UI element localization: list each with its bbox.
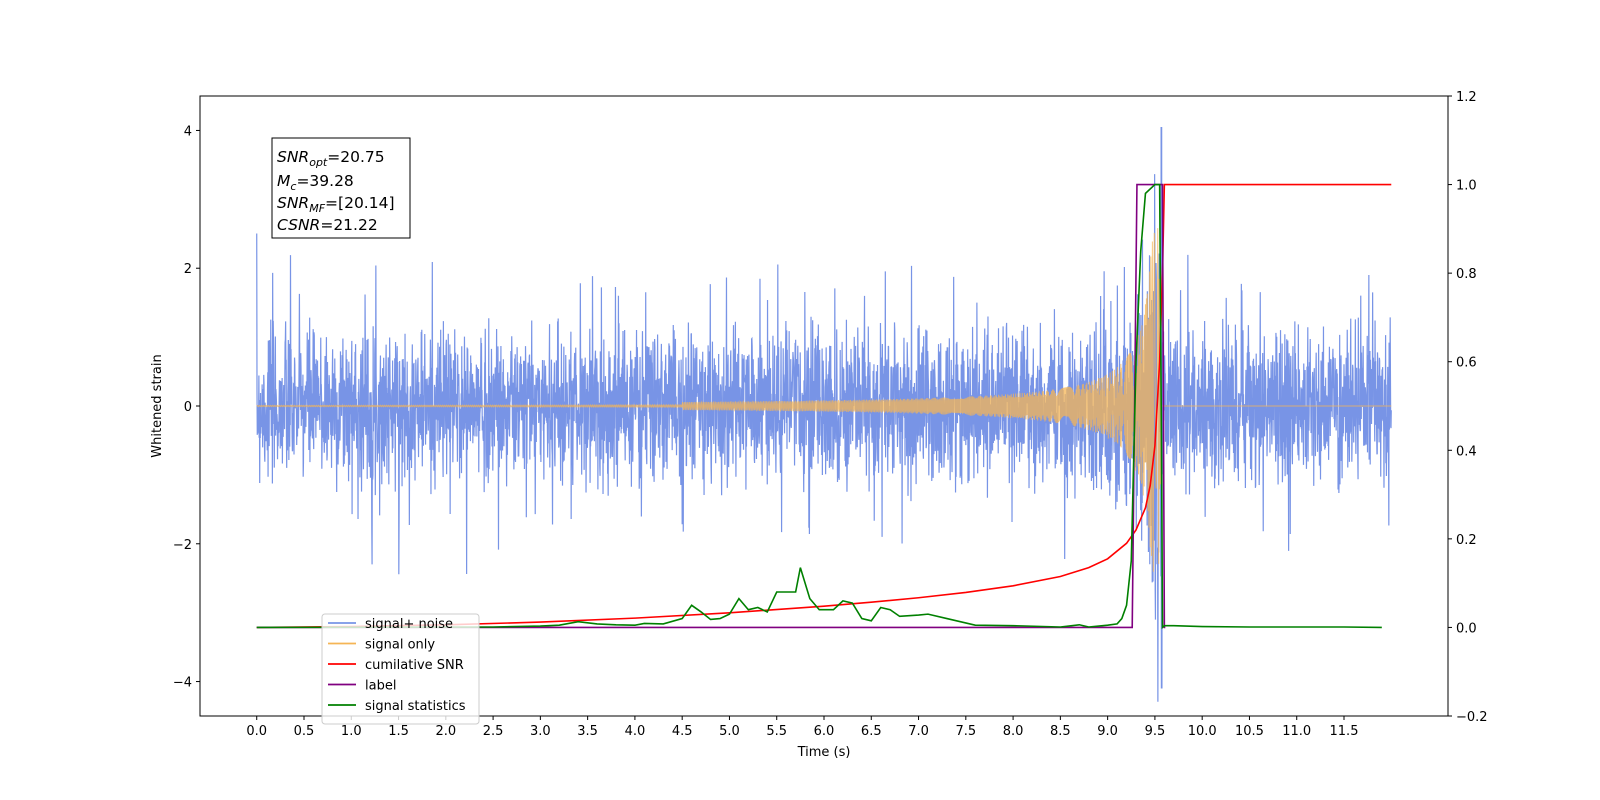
x-tick-label: 11.0 bbox=[1282, 724, 1311, 739]
snr-mf-annotation: SNRMF=[20.14] bbox=[277, 194, 395, 215]
y-tick-label: −2 bbox=[173, 538, 192, 553]
x-tick-label: 6.0 bbox=[814, 724, 835, 739]
y-axis-left: −4 −2 0 2 4 bbox=[173, 124, 200, 691]
series-line-signal-only bbox=[256, 228, 1392, 572]
snr-opt-annotation: SNRopt=20.75 bbox=[277, 148, 385, 169]
info-box-frame bbox=[271, 137, 411, 239]
legend-label: cumilative SNR bbox=[365, 658, 464, 673]
x-tick-label: 5.0 bbox=[719, 724, 740, 739]
y2-tick-label: 0.0 bbox=[1456, 621, 1477, 636]
x-tick-label: 8.0 bbox=[1003, 724, 1024, 739]
mc-annotation: Mc=39.28 bbox=[277, 172, 354, 193]
series-line-label bbox=[256, 183, 1166, 629]
x-tick-label: 5.5 bbox=[766, 724, 787, 739]
x-tick-label: 8.5 bbox=[1050, 724, 1071, 739]
x-tick-label: 7.5 bbox=[955, 724, 976, 739]
x-tick-label: 4.0 bbox=[625, 724, 646, 739]
x-tick-label: 3.5 bbox=[577, 724, 598, 739]
x-tick-label: 9.0 bbox=[1097, 724, 1118, 739]
x-tick-label: 6.5 bbox=[861, 724, 882, 739]
x-tick-label: 3.0 bbox=[530, 724, 551, 739]
y2-tick-label: 0.4 bbox=[1456, 444, 1477, 459]
x-tick-label: 1.0 bbox=[341, 724, 362, 739]
legend-frame bbox=[321, 613, 480, 725]
y2-tick-label: 0.6 bbox=[1456, 356, 1477, 371]
plot-area bbox=[256, 126, 1392, 702]
x-axis: 0.0 0.5 1.0 1.5 2.0 2.5 3.0 3.5 4.0 4.5 5.0 5.5 6.0 6… bbox=[246, 716, 1358, 739]
legend-label: signal+ noise bbox=[365, 617, 453, 632]
y2-tick-label: −0.2 bbox=[1456, 710, 1488, 725]
y-tick-label: 0 bbox=[184, 400, 192, 415]
series-line-signal-statistics bbox=[256, 183, 1382, 630]
x-tick-label: 0.5 bbox=[294, 724, 315, 739]
y2-tick-label: 0.2 bbox=[1456, 533, 1477, 548]
y-axis-right: −0.2 0.0 0.2 0.4 0.6 0.8 1.0 1.2 bbox=[1448, 90, 1488, 725]
y-axis-label: Whitened strain bbox=[150, 354, 165, 457]
x-tick-label: 2.5 bbox=[483, 724, 504, 739]
y-tick-label: 4 bbox=[184, 124, 192, 139]
info-box: SNRopt=20.75 Mc=39.28 SNRMF=[20.14] CSNR… bbox=[271, 137, 411, 239]
y-tick-label: 2 bbox=[184, 262, 192, 277]
x-tick-label: 11.5 bbox=[1330, 724, 1359, 739]
x-tick-label: 4.5 bbox=[672, 724, 693, 739]
x-tick-label: 1.5 bbox=[388, 724, 409, 739]
x-tick-label: 0.0 bbox=[246, 724, 267, 739]
x-tick-label: 10.5 bbox=[1235, 724, 1264, 739]
legend-label: signal only bbox=[365, 638, 435, 653]
y2-tick-label: 1.2 bbox=[1456, 90, 1477, 105]
legend-label: signal statistics bbox=[365, 699, 466, 714]
x-tick-label: 7.0 bbox=[908, 724, 929, 739]
series-line-signal-noise bbox=[256, 126, 1392, 702]
x-axis-label: Time (s) bbox=[797, 745, 851, 760]
csnr-annotation: CSNR=21.22 bbox=[277, 216, 378, 234]
legend: signal+ noise signal only cumilative SNR la… bbox=[321, 613, 480, 725]
y2-tick-label: 0.8 bbox=[1456, 267, 1477, 282]
x-tick-label: 9.5 bbox=[1145, 724, 1166, 739]
y-tick-label: −4 bbox=[173, 676, 192, 691]
x-tick-label: 2.0 bbox=[435, 724, 456, 739]
legend-label: label bbox=[365, 679, 396, 694]
y2-tick-label: 1.0 bbox=[1456, 179, 1477, 194]
x-tick-label: 10.0 bbox=[1188, 724, 1217, 739]
